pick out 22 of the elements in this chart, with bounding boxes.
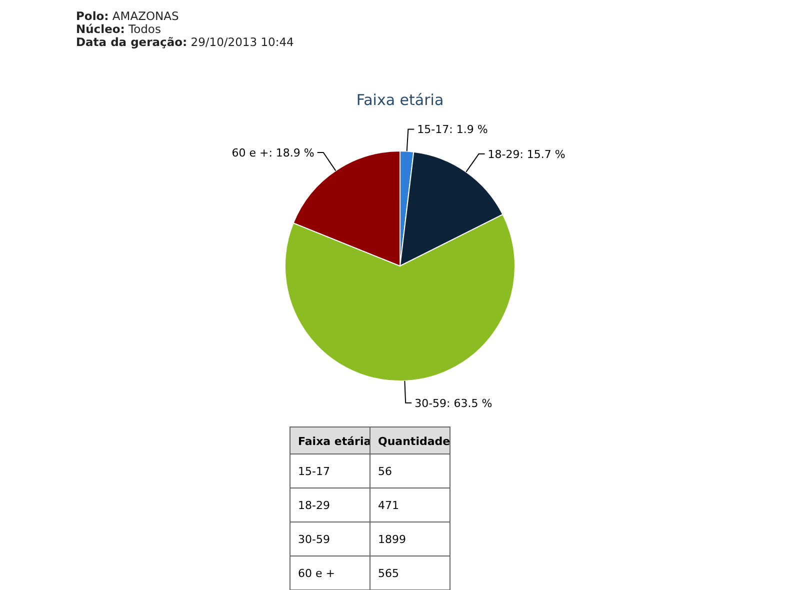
category-label: 18-29 <box>298 499 330 512</box>
category-label: 60 e + <box>298 567 335 580</box>
data-label: : 15.7 % <box>520 148 566 161</box>
text: Faixa etária <box>298 435 372 448</box>
slice-label: 30-59 <box>414 396 447 410</box>
data-label: : 63.5 % <box>446 396 492 410</box>
slice-label: 15-17 <box>417 123 450 136</box>
text: Núcleo: Todos <box>76 22 161 36</box>
data-label: 1899 <box>378 533 406 546</box>
category-label: 15-17 <box>298 465 330 478</box>
category-label: 30-59 <box>298 533 330 546</box>
data-label: : 1.9 % <box>449 123 488 136</box>
text: Data da geração: 29/10/2013 10:44 <box>76 35 294 49</box>
data-label: 565 <box>378 567 399 580</box>
slice-label: 60 e + <box>232 146 269 160</box>
text: Quantidade <box>378 435 450 448</box>
data-label: : 18.9 % <box>268 146 314 160</box>
chart-title: Faixa etária <box>356 91 444 109</box>
slice-label: 18-29 <box>488 148 520 161</box>
data-label: 471 <box>378 499 399 512</box>
data-label: 56 <box>378 465 392 478</box>
text: Polo: AMAZONAS <box>76 9 179 23</box>
